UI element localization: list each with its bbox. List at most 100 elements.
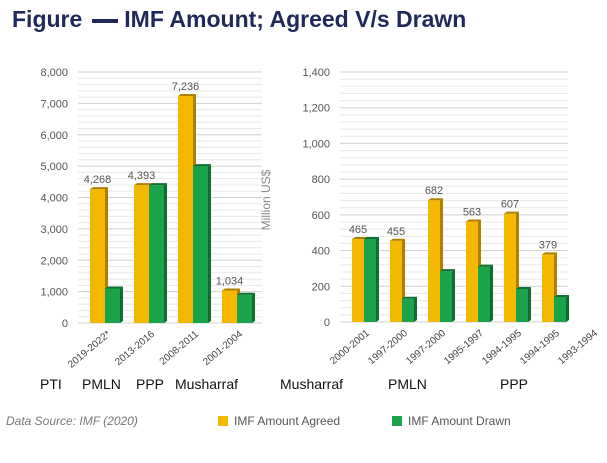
- bar-top: [466, 219, 481, 222]
- bar-side: [164, 183, 167, 323]
- bar-side: [208, 164, 211, 323]
- y-tick-label: 0: [62, 318, 68, 330]
- bar-drawn: [402, 298, 414, 322]
- y-tick-label: 800: [312, 174, 330, 186]
- x-tick-label: 2000-2001: [328, 328, 372, 367]
- legend-label: IMF Amount Drawn: [408, 414, 511, 428]
- bar-agreed: [222, 290, 237, 323]
- bar-drawn: [149, 185, 164, 323]
- bar-top: [504, 211, 519, 214]
- y-tick-label: 4,000: [40, 193, 68, 205]
- bar-drawn: [237, 294, 252, 323]
- party-label: PMLN: [82, 376, 121, 392]
- y-tick-label: 1,400: [302, 67, 330, 79]
- bar-top: [90, 187, 108, 190]
- data-label: 455: [387, 226, 405, 238]
- bar-agreed: [542, 254, 554, 322]
- data-source: Data Source: IMF (2020): [6, 414, 138, 428]
- bar-agreed: [466, 221, 478, 322]
- data-label: 682: [425, 185, 443, 197]
- data-label: 1,034: [216, 276, 244, 288]
- bar-agreed: [352, 238, 364, 322]
- y-tick-label: 8,000: [40, 67, 68, 79]
- y-tick-label: 1,000: [40, 287, 68, 299]
- bar-side: [414, 296, 417, 322]
- x-tick-label: 2013-2016: [113, 329, 157, 368]
- bar-drawn: [364, 238, 376, 322]
- x-tick-label: 1994-1995: [480, 328, 524, 367]
- bar-drawn: [440, 271, 452, 322]
- bar-drawn: [554, 297, 566, 322]
- bar-agreed: [428, 200, 440, 322]
- x-tick-label: 1995-1997: [442, 328, 486, 367]
- y-tick-label: 1,000: [302, 138, 330, 150]
- legend-agreed: IMF Amount Agreed: [218, 414, 340, 428]
- title-prefix: Figure: [12, 6, 83, 32]
- y-tick-label: 200: [312, 281, 330, 293]
- data-label: 379: [539, 239, 557, 251]
- bar-top: [193, 164, 211, 167]
- bar-drawn: [478, 266, 490, 322]
- bar-top: [222, 288, 240, 291]
- y-tick-label: 0: [324, 317, 330, 329]
- bar-agreed: [390, 240, 402, 322]
- bar-top: [554, 295, 569, 297]
- bar-top: [149, 183, 167, 186]
- y-axis-label: Million US$: [259, 169, 273, 230]
- x-tick-label: 1997-2000: [366, 328, 410, 367]
- bar-agreed: [178, 95, 193, 324]
- bar-top: [542, 252, 557, 255]
- bar-agreed: [90, 189, 105, 323]
- bar-drawn: [193, 166, 208, 323]
- x-tick-label: 1997-2000: [404, 328, 448, 367]
- bar-top: [237, 292, 255, 295]
- data-label: 7,236: [172, 81, 200, 93]
- data-label: 465: [349, 224, 367, 236]
- bar-top: [178, 93, 196, 96]
- bar-side: [490, 264, 493, 322]
- bar-top: [105, 286, 123, 289]
- party-label: Musharraf: [175, 376, 239, 392]
- y-tick-label: 2,000: [40, 255, 68, 267]
- bar-side: [120, 286, 123, 323]
- agreed-swatch-icon: [218, 416, 228, 426]
- data-label: 4,268: [84, 174, 112, 186]
- bar-top: [428, 198, 443, 201]
- bar-side: [252, 292, 255, 323]
- y-tick-label: 3,000: [40, 224, 68, 236]
- bar-top: [440, 269, 455, 272]
- bar-top: [134, 183, 152, 186]
- party-label: Musharraf: [280, 376, 344, 392]
- bar-side: [452, 269, 455, 322]
- bar-side: [376, 236, 379, 322]
- y-tick-label: 1,200: [302, 103, 330, 115]
- data-label: 4,393: [128, 170, 156, 182]
- party-label: PPP: [500, 376, 529, 392]
- bar-drawn: [105, 288, 120, 323]
- data-label: 607: [501, 199, 519, 211]
- bar-top: [352, 236, 367, 239]
- bar-top: [390, 238, 405, 241]
- drawn-swatch-icon: [392, 416, 402, 426]
- data-label: 563: [463, 206, 481, 218]
- bar-side: [528, 286, 531, 322]
- x-tick-label: 2019-2022*: [66, 329, 113, 371]
- bar-drawn: [516, 288, 528, 322]
- figure-title: Figure IMF Amount; Agreed V/s Drawn: [12, 6, 466, 33]
- y-tick-label: 6,000: [40, 130, 68, 142]
- party-label: PMLN: [388, 376, 427, 392]
- bar-top: [478, 264, 493, 267]
- bar-top: [364, 236, 379, 239]
- x-tick-label: 1994-1995: [518, 328, 562, 367]
- bar-top: [516, 286, 531, 289]
- bar-side: [566, 295, 569, 322]
- party-label: PTI: [40, 376, 62, 392]
- legend-line-icon: [92, 18, 119, 23]
- bar-agreed: [134, 185, 149, 323]
- y-tick-label: 600: [312, 210, 330, 222]
- party-label: PPP: [136, 376, 165, 392]
- y-tick-label: 7,000: [40, 98, 68, 110]
- bar-agreed: [504, 213, 516, 322]
- bar-top: [402, 296, 417, 299]
